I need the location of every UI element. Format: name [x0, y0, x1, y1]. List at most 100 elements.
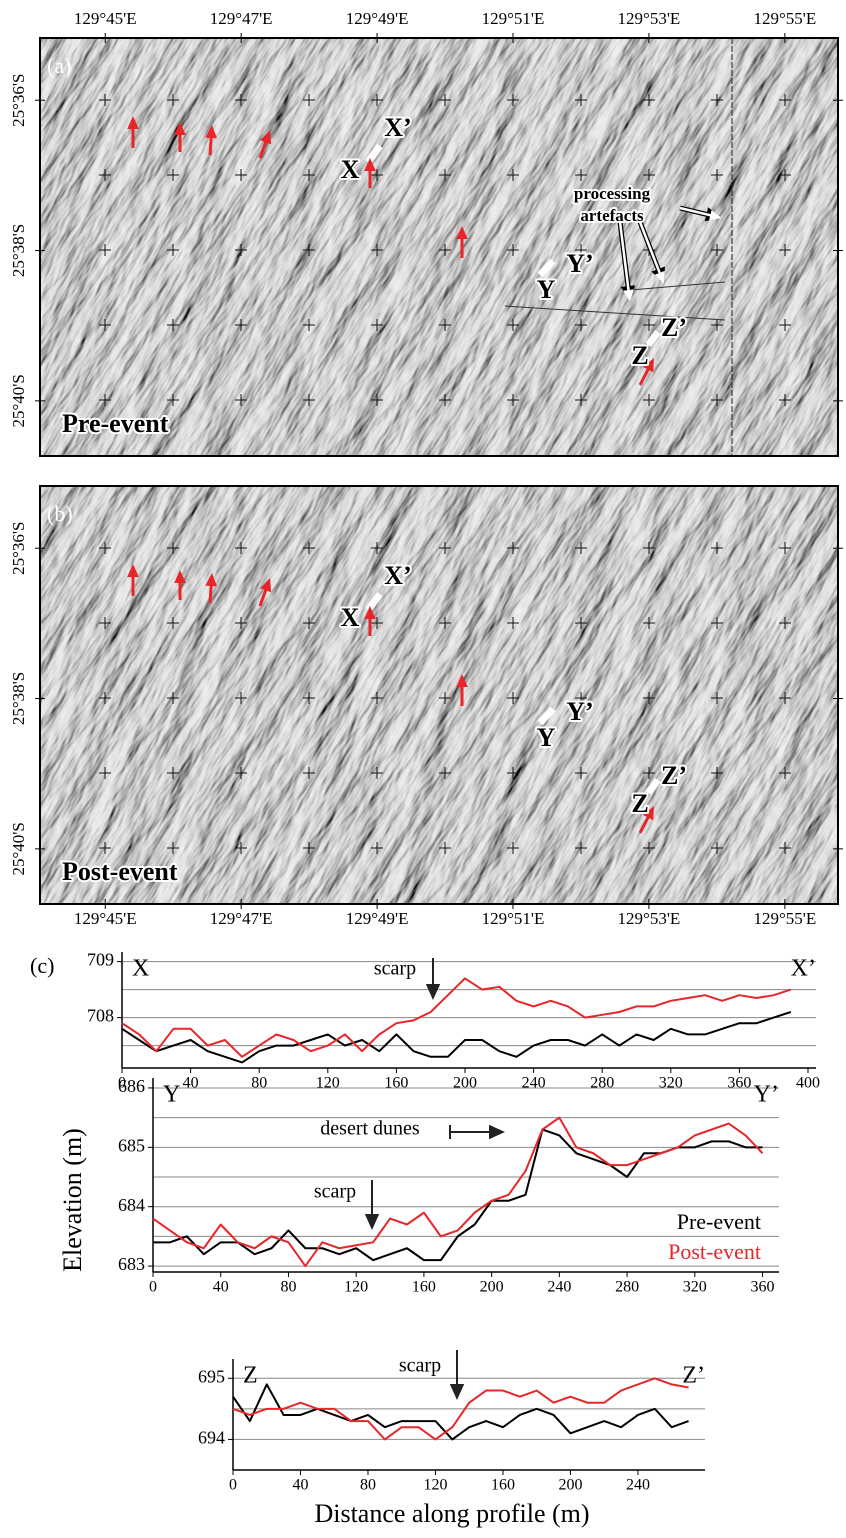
grid-cross [643, 617, 655, 629]
y-tick-label: 708 [87, 1006, 114, 1026]
y-tick-label: 709 [87, 950, 114, 970]
arrow-head [642, 806, 654, 821]
grid-cross [303, 617, 315, 629]
grid-cross [779, 542, 791, 554]
arrow-shaft [618, 221, 631, 294]
y-tick-label: 25°38'S [9, 672, 28, 725]
grid-cross [99, 617, 111, 629]
grid-cross [235, 244, 247, 256]
x-tick-label: 240 [626, 1477, 650, 1494]
profile-marker [537, 258, 556, 278]
grid-cross [235, 542, 247, 554]
arrow-head [456, 674, 468, 687]
grid-cross [235, 169, 247, 181]
x-tick-label: 280 [590, 1075, 614, 1092]
grid-cross [711, 394, 723, 406]
map-annotation: processing [574, 184, 651, 203]
grid-cross [439, 94, 451, 106]
arrow-head [127, 564, 139, 577]
grid-cross [167, 244, 179, 256]
grid-cross [575, 244, 587, 256]
grid-cross [779, 319, 791, 331]
map [40, 486, 838, 904]
grid-cross [371, 244, 383, 256]
x-tick-label: 320 [683, 1279, 707, 1296]
grid-cross [711, 94, 723, 106]
grid-cross [643, 169, 655, 181]
x-tick-label: 129°45'E [74, 909, 137, 928]
x-tick-label: 129°55'E [753, 909, 816, 928]
x-tick-label: 200 [558, 1477, 582, 1494]
grid-cross [643, 319, 655, 331]
grid-cross [779, 169, 791, 181]
grid-cross [371, 94, 383, 106]
grid-cross [167, 319, 179, 331]
grid-cross [575, 94, 587, 106]
x-tick-label: 0 [229, 1477, 237, 1494]
grid-cross [507, 94, 519, 106]
x-tick-label: 240 [547, 1279, 571, 1296]
grid-cross [303, 842, 315, 854]
map-annotation: Y [537, 275, 556, 304]
arrow-head [260, 130, 272, 145]
grid-cross [371, 842, 383, 854]
y-tick-label: 695 [198, 1366, 225, 1386]
legend-entry: Pre-event [677, 1209, 761, 1234]
arrow-head [489, 1124, 505, 1140]
y-tick-label: 25°40'S [9, 374, 28, 427]
grid-cross [167, 617, 179, 629]
grid-cross [371, 542, 383, 554]
grid-cross [711, 842, 723, 854]
grid-cross [439, 244, 451, 256]
arrow-head [623, 289, 634, 302]
arrow-head [127, 116, 139, 129]
grid-cross [99, 94, 111, 106]
grid-cross [439, 692, 451, 704]
grid-cross [779, 842, 791, 854]
grid-cross [711, 692, 723, 704]
arrow-head [456, 226, 468, 239]
x-tick-label: 129°49'E [346, 9, 409, 28]
profile-marker [645, 329, 661, 348]
profile-marker [537, 706, 556, 726]
x-tick-label: 360 [751, 1279, 775, 1296]
grid-cross [99, 394, 111, 406]
grid-cross [235, 94, 247, 106]
map-annotation: X [341, 603, 360, 632]
grid-cross [167, 842, 179, 854]
profile-line [232, 1383, 689, 1441]
annotation: scarp [374, 958, 416, 980]
grid-cross [643, 394, 655, 406]
x-tick-label: 129°51'E [482, 909, 545, 928]
grid-cross [303, 767, 315, 779]
x-tick-label: 129°53'E [618, 9, 681, 28]
artefact-line [504, 281, 726, 321]
x-tick-label: 120 [316, 1075, 340, 1092]
x-tick-label: 280 [615, 1279, 639, 1296]
x-axis-label: Distance along profile (m) [314, 1499, 589, 1528]
arrow-head [364, 158, 376, 171]
map-annotation: Y’ [566, 249, 593, 278]
hillshade [40, 38, 838, 456]
grid-cross [507, 617, 519, 629]
map-caption: Post-event [62, 857, 178, 886]
annotation: scarp [399, 1355, 441, 1377]
map [40, 38, 838, 456]
y-tick-label: 694 [198, 1428, 225, 1448]
y-tick-label: 25°36'S [9, 522, 28, 575]
grid-cross [167, 542, 179, 554]
profile-line [232, 1377, 689, 1441]
x-tick-label: 160 [491, 1477, 515, 1494]
grid-cross [439, 169, 451, 181]
grid-cross [643, 767, 655, 779]
grid-cross [167, 767, 179, 779]
grid-cross [439, 767, 451, 779]
map-annotation: artefacts [580, 206, 644, 225]
x-tick-label: 40 [183, 1075, 199, 1092]
y-tick-label: 25°40'S [9, 822, 28, 875]
grid-cross [779, 94, 791, 106]
grid-cross [711, 319, 723, 331]
grid-cross [235, 617, 247, 629]
arrow-head [174, 570, 186, 583]
